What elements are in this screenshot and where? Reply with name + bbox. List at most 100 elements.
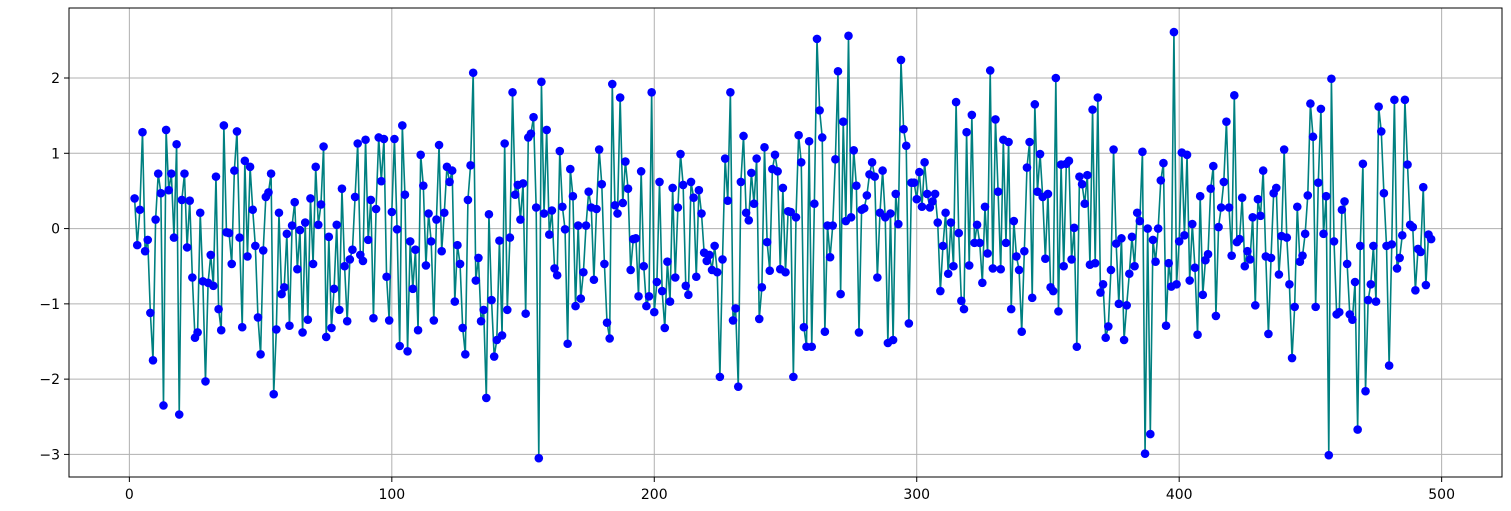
data-point — [565, 164, 575, 174]
data-point — [177, 195, 187, 205]
data-point — [1395, 253, 1404, 263]
data-point — [917, 202, 927, 212]
data-point — [747, 168, 756, 178]
data-point — [1327, 74, 1336, 84]
data-point — [526, 129, 536, 139]
data-point — [342, 316, 352, 326]
data-point — [497, 331, 507, 340]
data-point — [287, 221, 297, 230]
data-point — [796, 158, 806, 167]
data-point — [450, 297, 460, 306]
data-point — [1048, 286, 1058, 296]
data-point — [938, 241, 948, 251]
data-point — [791, 212, 801, 222]
data-point — [980, 202, 990, 212]
data-point — [130, 194, 139, 203]
data-point — [846, 212, 856, 222]
data-point — [1390, 95, 1399, 105]
data-point — [1416, 247, 1425, 257]
data-point — [1054, 307, 1063, 316]
data-point — [657, 286, 667, 296]
data-point — [610, 200, 620, 210]
data-point — [1059, 261, 1068, 271]
data-point — [833, 66, 843, 76]
data-point — [455, 259, 465, 269]
data-point — [214, 304, 223, 314]
data-point — [1125, 269, 1134, 279]
data-point — [859, 203, 869, 213]
data-point — [1235, 234, 1244, 244]
data-point — [366, 195, 376, 205]
data-point — [626, 265, 635, 275]
data-point — [1403, 160, 1412, 169]
data-point — [458, 323, 467, 333]
data-point — [686, 177, 696, 187]
data-point — [1266, 253, 1276, 263]
data-point — [1198, 290, 1208, 300]
data-point — [1020, 246, 1029, 256]
data-point — [639, 261, 649, 271]
data-point — [891, 189, 901, 199]
data-point — [697, 209, 706, 218]
data-point — [482, 393, 491, 403]
data-point — [159, 401, 168, 410]
data-point — [1222, 117, 1231, 126]
data-point — [1253, 194, 1263, 204]
data-point — [894, 219, 903, 229]
data-point — [888, 335, 898, 345]
data-point — [314, 220, 323, 230]
data-point — [398, 121, 407, 130]
data-point — [964, 261, 974, 270]
x-tick-label: 0 — [125, 487, 134, 503]
data-point — [1408, 222, 1418, 232]
data-point — [172, 139, 181, 149]
data-point — [912, 194, 922, 204]
data-point — [623, 184, 633, 193]
data-point — [1169, 27, 1179, 37]
data-point — [416, 150, 425, 160]
data-point — [1353, 425, 1362, 434]
data-point — [387, 207, 397, 217]
data-point — [1093, 93, 1103, 102]
data-point — [132, 240, 142, 250]
data-point — [224, 228, 234, 238]
data-point — [1001, 238, 1011, 248]
data-point — [468, 68, 478, 78]
data-point — [778, 183, 788, 193]
data-point — [395, 341, 404, 351]
data-point — [684, 290, 693, 300]
data-point — [634, 292, 643, 301]
data-point — [1027, 293, 1037, 303]
y-tick-label: −2 — [39, 372, 60, 388]
data-point — [201, 377, 210, 386]
data-point — [421, 261, 431, 270]
data-point — [1363, 295, 1373, 305]
data-point — [466, 161, 475, 170]
data-point — [607, 79, 617, 89]
data-point — [647, 88, 656, 97]
data-point — [975, 238, 985, 248]
data-point — [665, 297, 675, 306]
data-point — [1075, 172, 1084, 181]
data-point — [967, 110, 977, 120]
data-point — [272, 325, 281, 334]
data-point — [959, 304, 969, 314]
data-point — [1012, 252, 1021, 261]
data-point — [253, 313, 263, 322]
data-point — [1243, 246, 1252, 256]
data-point — [1188, 219, 1197, 229]
data-point — [463, 195, 473, 205]
data-point — [642, 301, 651, 311]
data-point — [382, 272, 391, 282]
data-point — [290, 197, 300, 207]
data-point — [167, 169, 176, 178]
data-point — [652, 277, 662, 287]
data-point — [1376, 127, 1386, 136]
data-point — [424, 209, 433, 218]
data-point — [936, 286, 945, 296]
data-point — [1043, 189, 1053, 199]
data-point — [1185, 276, 1194, 285]
data-point — [1022, 163, 1032, 172]
data-point — [757, 282, 767, 292]
data-point — [345, 255, 355, 264]
